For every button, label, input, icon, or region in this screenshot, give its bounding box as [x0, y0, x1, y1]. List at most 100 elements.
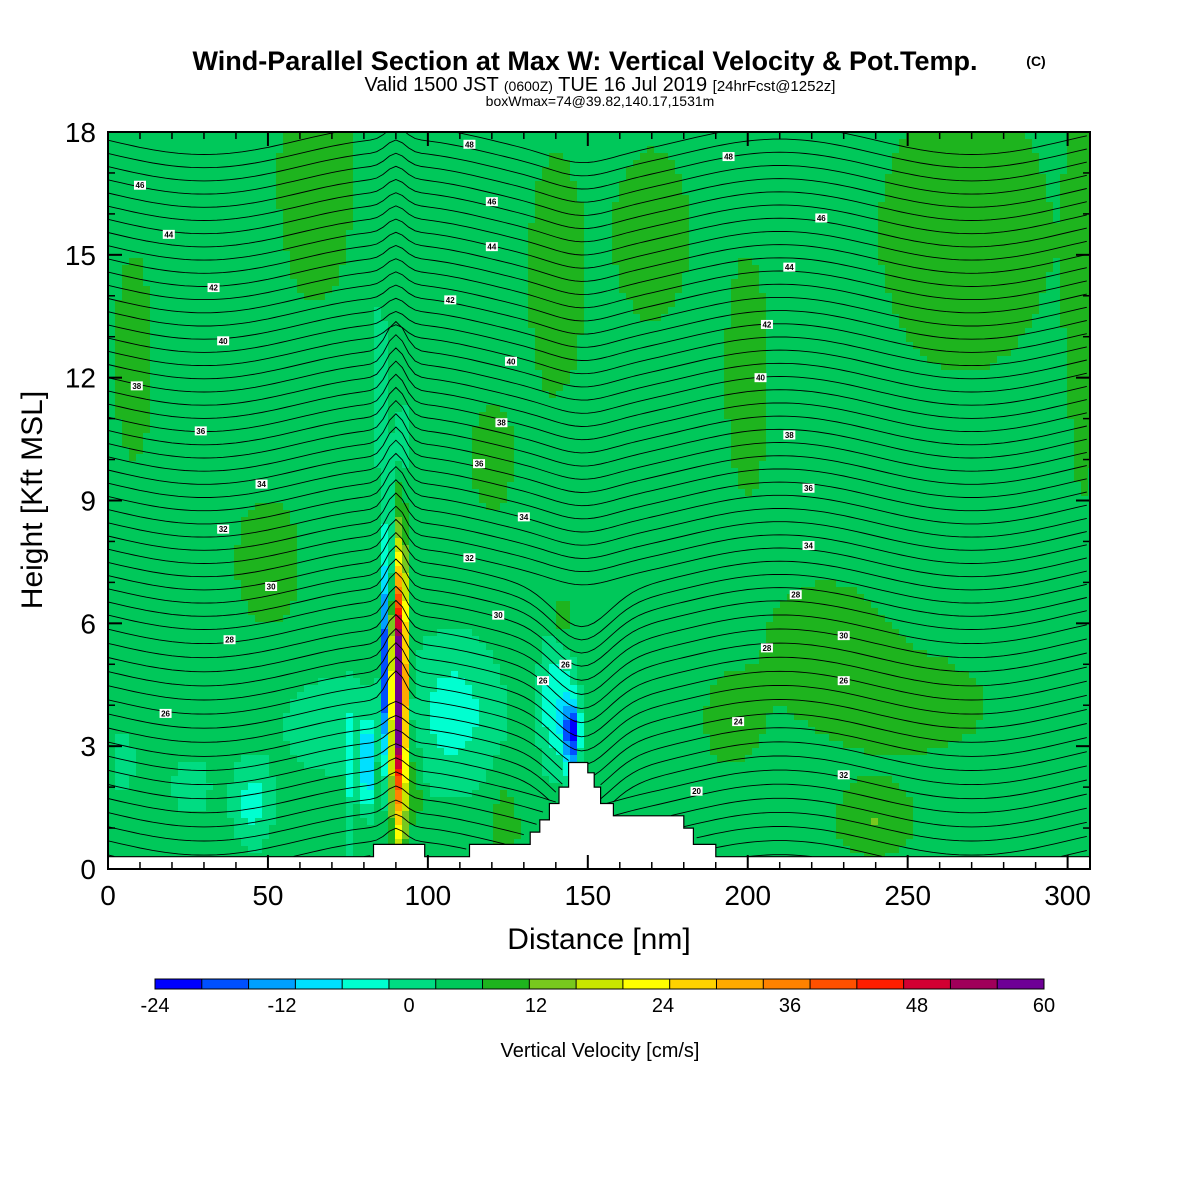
velocity-cell: [1081, 279, 1089, 287]
velocity-cell: [290, 223, 298, 231]
velocity-cell: [766, 293, 774, 301]
velocity-cell: [409, 153, 417, 161]
velocity-cell: [227, 174, 235, 182]
velocity-cell: [164, 202, 172, 210]
velocity-cell: [255, 237, 263, 245]
velocity-cell: [731, 272, 739, 280]
velocity-cell: [731, 307, 739, 315]
velocity-cell: [808, 174, 816, 182]
velocity-cell: [710, 139, 718, 147]
velocity-cell: [528, 335, 536, 343]
velocity-cell: [906, 195, 914, 203]
velocity-cell: [689, 160, 697, 168]
velocity-cell: [1025, 244, 1033, 252]
velocity-cell: [199, 356, 207, 364]
velocity-cell: [661, 356, 669, 364]
velocity-cell: [1018, 370, 1026, 378]
velocity-cell: [913, 216, 921, 224]
velocity-cell: [395, 244, 403, 252]
velocity-cell: [115, 146, 123, 154]
velocity-cell: [206, 265, 214, 273]
velocity-cell: [227, 167, 235, 175]
velocity-cell: [815, 321, 823, 329]
velocity-cell: [521, 202, 529, 210]
velocity-cell: [878, 174, 886, 182]
velocity-cell: [654, 342, 662, 350]
velocity-cell: [934, 202, 942, 210]
velocity-cell: [381, 174, 389, 182]
velocity-cell: [759, 174, 767, 182]
velocity-cell: [465, 356, 473, 364]
velocity-cell: [199, 139, 207, 147]
velocity-cell: [626, 181, 634, 189]
velocity-cell: [542, 370, 550, 378]
velocity-cell: [353, 160, 361, 168]
velocity-cell: [731, 237, 739, 245]
velocity-cell: [612, 216, 620, 224]
velocity-cell: [304, 328, 312, 336]
velocity-cell: [941, 272, 949, 280]
velocity-cell: [248, 251, 256, 259]
velocity-cell: [255, 328, 263, 336]
velocity-cell: [353, 132, 361, 140]
velocity-cell: [248, 293, 256, 301]
velocity-cell: [738, 314, 746, 322]
velocity-cell: [752, 209, 760, 217]
velocity-cell: [360, 153, 368, 161]
velocity-cell: [822, 321, 830, 329]
velocity-cell: [773, 293, 781, 301]
velocity-cell: [969, 251, 977, 259]
velocity-cell: [647, 321, 655, 329]
velocity-cell: [780, 216, 788, 224]
velocity-cell: [535, 314, 543, 322]
velocity-cell: [164, 244, 172, 252]
velocity-cell: [283, 335, 291, 343]
velocity-cell: [717, 202, 725, 210]
velocity-cell: [759, 167, 767, 175]
velocity-cell: [325, 188, 333, 196]
velocity-cell: [1011, 370, 1019, 378]
velocity-cell: [1067, 146, 1075, 154]
velocity-cell: [633, 202, 641, 210]
velocity-cell: [1081, 188, 1089, 196]
velocity-cell: [976, 153, 984, 161]
velocity-cell: [1081, 335, 1089, 343]
velocity-cell: [248, 279, 256, 287]
velocity-cell: [213, 209, 221, 217]
velocity-cell: [304, 370, 312, 378]
velocity-cell: [871, 132, 879, 140]
velocity-cell: [444, 335, 452, 343]
velocity-cell: [276, 132, 284, 140]
velocity-cell: [591, 209, 599, 217]
velocity-cell: [164, 195, 172, 203]
velocity-cell: [689, 300, 697, 308]
velocity-cell: [479, 363, 487, 371]
velocity-cell: [857, 202, 865, 210]
velocity-cell: [1074, 321, 1082, 329]
velocity-cell: [787, 230, 795, 238]
velocity-cell: [122, 160, 130, 168]
velocity-cell: [521, 139, 529, 147]
velocity-cell: [122, 153, 130, 161]
velocity-cell: [108, 209, 116, 217]
velocity-cell: [675, 293, 683, 301]
velocity-cell: [199, 265, 207, 273]
velocity-cell: [766, 202, 774, 210]
velocity-cell: [136, 293, 144, 301]
velocity-cell: [150, 321, 158, 329]
velocity-cell: [199, 223, 207, 231]
velocity-cell: [332, 377, 340, 385]
velocity-cell: [724, 265, 732, 273]
velocity-cell: [297, 335, 305, 343]
velocity-cell: [556, 174, 564, 182]
velocity-cell: [108, 342, 116, 350]
velocity-cell: [157, 293, 165, 301]
velocity-cell: [871, 181, 879, 189]
velocity-cell: [724, 146, 732, 154]
velocity-cell: [283, 139, 291, 147]
velocity-cell: [682, 335, 690, 343]
velocity-cell: [304, 265, 312, 273]
velocity-cell: [696, 272, 704, 280]
velocity-cell: [157, 335, 165, 343]
velocity-cell: [1046, 300, 1054, 308]
